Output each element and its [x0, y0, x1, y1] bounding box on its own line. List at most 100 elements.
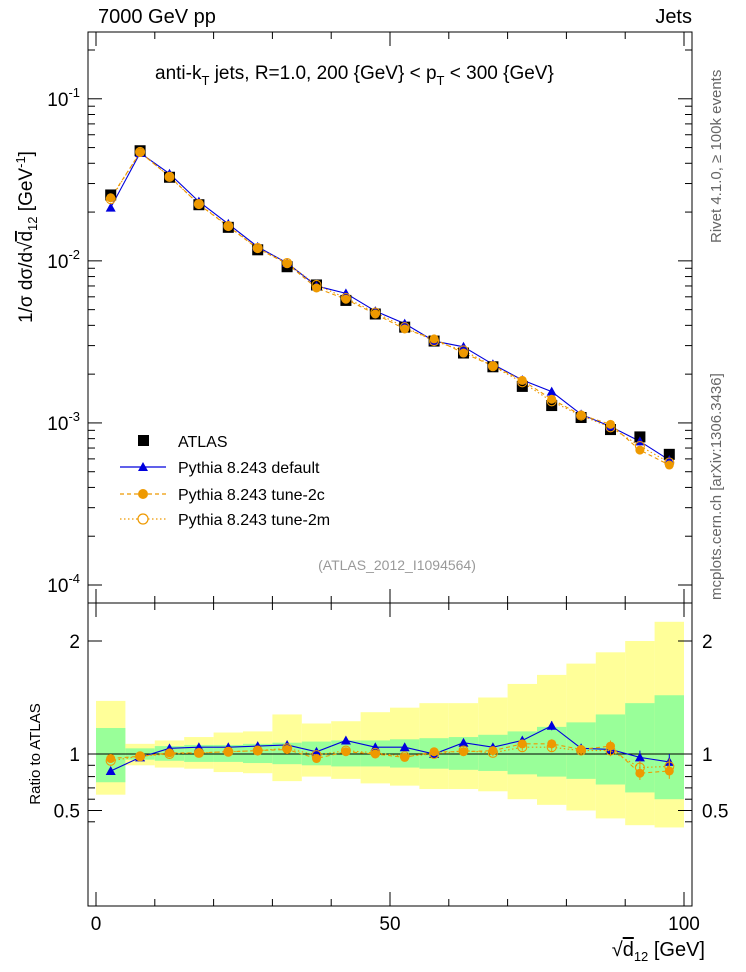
ratio-point-tune2m [634, 762, 645, 773]
legend-label-default: Pythia 8.243 default [178, 460, 320, 477]
data-point-tune2m [193, 199, 204, 210]
ratio-point-default [340, 735, 351, 745]
x-tick-label: 100 [668, 914, 700, 935]
data-point-tune2c [576, 410, 586, 420]
ratio-point-tune2m [282, 743, 293, 754]
data-point-tune2m [634, 441, 645, 452]
data-point-tune2m [605, 422, 616, 433]
data-point-tune2c [312, 283, 321, 293]
data-point-tune2m [252, 242, 263, 254]
ratio-point-tune2m [429, 748, 440, 760]
ratio-point-tune2m [458, 745, 469, 756]
series-line [110, 151, 670, 466]
ratio-point-default [399, 742, 410, 752]
ratio-point-default [634, 752, 645, 762]
ratio-point-tune2m [487, 747, 498, 758]
data-point-tune2m [458, 345, 469, 356]
ratio-uncertainty-bands [96, 621, 684, 828]
legend-marker-atlas [138, 435, 149, 446]
ratio-point-tune2m [135, 751, 146, 762]
ratio-point-tune2m [576, 745, 587, 756]
data-point-tune2c [194, 199, 204, 209]
ratio-point-default [458, 737, 469, 747]
inner-band-bin [654, 695, 684, 800]
ratio-point-tune2m [517, 742, 528, 753]
x-tick-label: 50 [379, 914, 400, 935]
ratio-point-tune2m [223, 746, 234, 757]
ratio-point-tune2m [664, 761, 675, 772]
legend-marker-default [138, 462, 148, 471]
header-process: 7000 GeV pp [98, 6, 216, 28]
y-tick-label: 10-3 [47, 409, 80, 435]
legend-marker-tune2m [137, 513, 149, 525]
ratio-tick-label-right: 1 [702, 745, 713, 766]
data-point-tune2m [223, 220, 234, 232]
data-point-tune2c [165, 171, 174, 181]
side-label-rivet: Rivet 4.1.0, ≥ 100k events [708, 69, 725, 243]
data-point-tune2c [429, 334, 439, 344]
main-series-layer [105, 145, 675, 470]
y-tick-label: 10-1 [47, 85, 80, 111]
x-tick-label: 0 [91, 914, 102, 935]
ratio-point-tune2c [312, 754, 321, 764]
data-point-tune2c [547, 394, 557, 404]
ratio-point-tune2c [165, 748, 174, 758]
ratio-point-tune2m [370, 747, 381, 758]
data-point-tune2c [517, 375, 527, 385]
side-label-mcplots: mcplots.cern.ch [arXiv:1306.3436] [708, 373, 725, 600]
ratio-point-tune2c [106, 754, 116, 764]
header-category: Jets [655, 6, 692, 28]
ratio-point-tune2c [253, 746, 263, 756]
legend-marker-tune2c [138, 489, 148, 499]
ratio-point-tune2m [193, 747, 204, 758]
ratio-point-tune2m [311, 750, 322, 761]
ratio-tick-label-left: 0.5 [54, 802, 80, 823]
data-point-tune2m [135, 146, 146, 157]
data-point-default [546, 386, 557, 396]
data-point-tune2m [546, 396, 557, 407]
analysis-id: (ATLAS_2012_I1094564) [318, 557, 476, 573]
ratio-point-tune2m [546, 742, 557, 753]
ratio-tick-label-left: 1 [69, 745, 80, 766]
data-point-tune2m [370, 307, 381, 318]
data-point-tune2m [517, 377, 528, 388]
y-axis-label: 1/σ dσ/d√d12 [GeV-1] [13, 151, 40, 323]
ratio-point-default [311, 746, 322, 756]
data-point-atlas [663, 448, 675, 460]
ratio-y-axis-label: Ratio to ATLAS [27, 703, 44, 804]
ratio-point-default [105, 765, 116, 775]
data-point-tune2c [135, 148, 145, 158]
legend-label-atlas: ATLAS [178, 434, 228, 451]
data-point-tune2c [341, 294, 351, 304]
data-point-tune2m [164, 171, 175, 182]
y-tick-label: 10-2 [47, 247, 80, 273]
data-point-tune2m [576, 410, 587, 421]
ratio-point-tune2m [340, 745, 351, 756]
data-point-tune2m [105, 194, 116, 205]
data-point-default [105, 202, 116, 212]
ratio-tick-label-left: 2 [69, 632, 80, 653]
ratio-line [110, 725, 670, 772]
ratio-point-tune2c [223, 747, 233, 757]
data-point-tune2c [253, 244, 263, 254]
legend: ATLAS Pythia 8.243 default Pythia 8.243 … [120, 434, 330, 529]
legend-label-tune2m: Pythia 8.243 tune-2m [178, 512, 330, 529]
ratio-axis-ticks: 0.5 0.5 1 1 2 2 0 50 100 [54, 603, 728, 935]
y-tick-label: 10-4 [47, 571, 80, 597]
chart-title: anti-kT jets, R=1.0, 200 {GeV} < pT < 30… [155, 63, 554, 88]
data-point-tune2c [223, 221, 233, 231]
data-point-tune2m [282, 257, 293, 269]
ratio-tick-label-right: 0.5 [702, 802, 728, 823]
ratio-tick-label-right: 2 [702, 632, 713, 653]
x-axis-label: √d12 [GeV] [612, 939, 705, 964]
data-point-tune2m [429, 336, 440, 347]
ratio-point-default [546, 720, 557, 730]
data-point-tune2m [664, 457, 675, 468]
ratio-point-tune2c [282, 744, 292, 754]
data-point-tune2m [340, 292, 351, 304]
ratio-point-tune2m [164, 748, 175, 760]
ratio-point-tune2m [605, 745, 616, 756]
data-point-tune2c [459, 348, 468, 358]
data-point-default [634, 436, 645, 446]
